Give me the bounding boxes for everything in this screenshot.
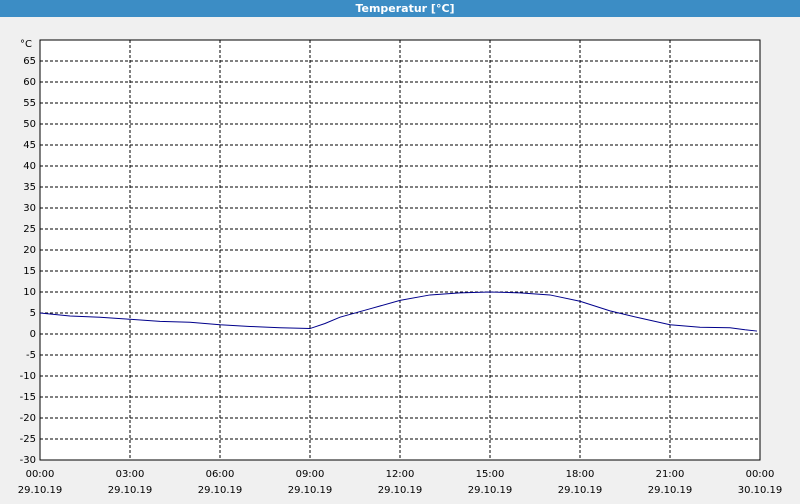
plot-border — [39, 39, 761, 461]
x-tick-label: 00:00 — [746, 469, 775, 480]
x-tick-date: 29.10.19 — [288, 485, 333, 496]
x-tick-label: 21:00 — [656, 469, 685, 480]
x-tick-date: 29.10.19 — [378, 485, 423, 496]
x-tick-label: 00:00 — [26, 469, 55, 480]
x-tick-date: 29.10.19 — [198, 485, 243, 496]
x-tick-label: 15:00 — [476, 469, 505, 480]
x-tick-label: 12:00 — [386, 469, 415, 480]
y-tick-label: 20 — [23, 245, 36, 256]
x-tick-label: 06:00 — [206, 469, 235, 480]
x-tick-date: 29.10.19 — [558, 485, 603, 496]
y-tick-label: -25 — [20, 434, 36, 445]
y-tick-label: -20 — [20, 413, 36, 424]
y-tick-label: 10 — [23, 287, 36, 298]
x-tick-date: 29.10.19 — [108, 485, 153, 496]
y-tick-label: 0 — [30, 329, 36, 340]
x-tick-date: 29.10.19 — [18, 485, 63, 496]
y-tick-label: 60 — [23, 77, 36, 88]
y-tick-label: 25 — [23, 224, 36, 235]
y-unit: °C — [20, 39, 32, 50]
y-tick-label: 65 — [23, 56, 36, 67]
y-tick-label: -10 — [20, 371, 36, 382]
x-tick-label: 09:00 — [296, 469, 325, 480]
x-tick-label: 18:00 — [566, 469, 595, 480]
x-tick-date: 29.10.19 — [648, 485, 693, 496]
x-tick-date: 29.10.19 — [468, 485, 513, 496]
chart-title: Temperatur [°C] — [355, 2, 454, 15]
temperature-line — [39, 291, 758, 332]
y-tick-label: -15 — [20, 392, 36, 403]
y-tick-label: 40 — [23, 161, 36, 172]
y-tick-label: 50 — [23, 119, 36, 130]
y-tick-label: 30 — [23, 203, 36, 214]
title-bar — [0, 0, 800, 17]
y-tick-label: 15 — [23, 266, 36, 277]
y-tick-label: -30 — [20, 455, 36, 466]
x-tick-label: 03:00 — [116, 469, 145, 480]
y-tick-label: 55 — [23, 98, 36, 109]
y-tick-label: -5 — [26, 350, 36, 361]
y-tick-label: 5 — [30, 308, 36, 319]
x-tick-date: 30.10.19 — [738, 485, 783, 496]
y-tick-label: 35 — [23, 182, 36, 193]
y-tick-label: 45 — [23, 140, 36, 151]
